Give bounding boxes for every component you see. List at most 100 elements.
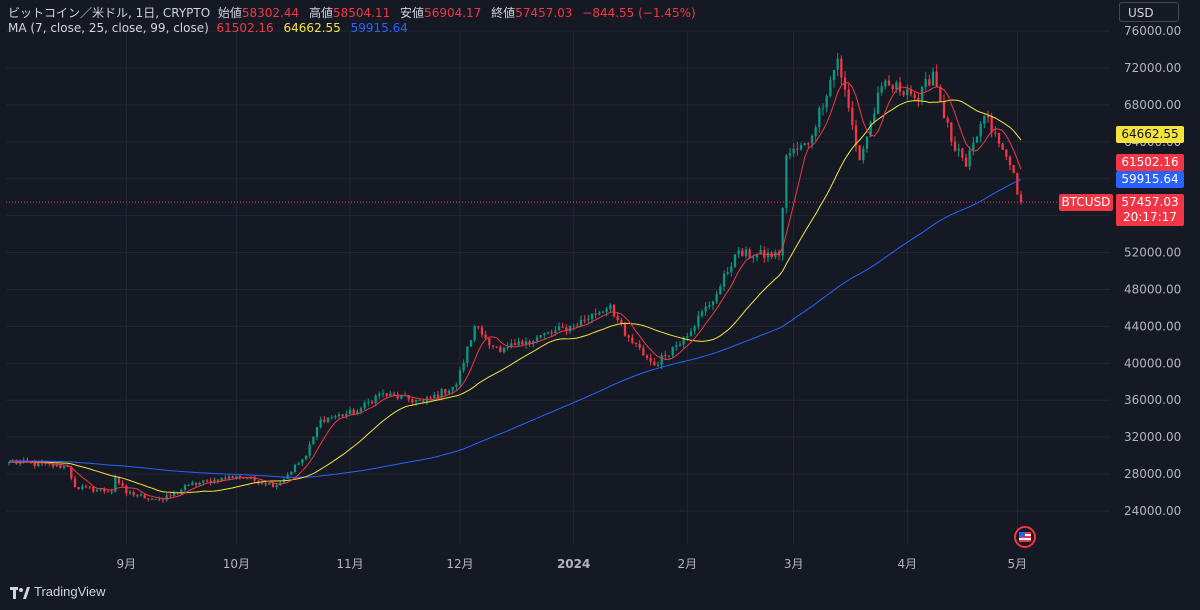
candle-body	[876, 92, 880, 114]
candle-body	[293, 464, 297, 473]
candle-body	[462, 362, 465, 371]
candle-body	[110, 491, 113, 493]
gridlines	[6, 30, 1110, 545]
candle-body	[682, 337, 685, 345]
candle-body	[271, 482, 275, 488]
candle-body	[363, 402, 366, 409]
candle-body	[543, 333, 546, 336]
x-tick-label: 11月	[336, 557, 363, 571]
candle-body	[154, 498, 157, 500]
candle-body	[946, 118, 949, 123]
y-tick-label: 72000.00	[1124, 61, 1181, 75]
candle-body	[810, 136, 814, 144]
candle-body	[429, 397, 432, 399]
high-label: 高値	[308, 6, 333, 20]
candle-body	[161, 499, 165, 501]
candle-body	[964, 157, 968, 167]
candle-body	[579, 319, 583, 327]
candle-body	[671, 346, 674, 356]
y-tick-label: 36000.00	[1124, 393, 1181, 407]
candle-body	[634, 342, 638, 344]
candle-body	[51, 463, 55, 467]
candle-body	[88, 486, 91, 488]
candle-body	[378, 393, 381, 396]
y-tick-label: 76000.00	[1124, 24, 1181, 38]
candle-body	[759, 249, 762, 254]
low-value: 56904.17	[424, 6, 482, 20]
candle-body	[352, 409, 355, 415]
candle-body	[891, 85, 894, 89]
candle-body	[865, 136, 869, 149]
candle-body	[924, 79, 927, 87]
candle-body	[590, 313, 594, 319]
candle-body	[484, 334, 487, 339]
candle-body	[565, 327, 568, 332]
candle-body	[939, 86, 942, 102]
candle-body	[414, 400, 418, 403]
candle-body	[697, 315, 700, 327]
candle-body	[312, 436, 315, 445]
candle-body	[238, 475, 242, 478]
ma7-price-tag: 61502.16	[1116, 154, 1184, 171]
candle-body	[396, 395, 399, 399]
candle-body	[506, 346, 509, 348]
us-flag-event-icon[interactable]	[1014, 526, 1036, 548]
price-axis[interactable]: 24000.00 28000.00 32000.00 36000.00 40000.00…	[1124, 24, 1181, 518]
candle-body	[557, 326, 561, 331]
candle-body	[356, 411, 359, 415]
candle-body	[902, 91, 905, 96]
candle-body	[913, 94, 916, 98]
candle-body	[260, 483, 264, 485]
low-label: 安値	[400, 6, 425, 20]
ma99-value: 59915.64	[350, 21, 408, 35]
candle-body	[290, 472, 293, 475]
bar-countdown-timer: 20:17:17	[1116, 209, 1184, 226]
candle-body	[990, 117, 993, 133]
ma-legend[interactable]: MA (7, close, 25, close, 99, close) 6150…	[8, 21, 408, 35]
candle-body	[752, 257, 755, 259]
candle-body	[796, 148, 799, 150]
time-axis[interactable]: 9月 10月 11月 12月 2024 2月 3月 4月 5月	[117, 557, 1028, 571]
candle-body	[345, 413, 348, 417]
currency-selector-button[interactable]: USD	[1119, 2, 1179, 22]
tradingview-brand[interactable]: TradingView	[10, 584, 106, 599]
y-tick-label: 68000.00	[1124, 98, 1181, 112]
candle-body	[473, 326, 476, 341]
candle-body	[627, 335, 630, 338]
candle-body	[942, 101, 946, 119]
candle-body	[587, 318, 590, 320]
candle-body	[502, 347, 506, 353]
candle-body	[29, 462, 33, 464]
x-tick-label: 4月	[898, 557, 918, 571]
candle-body	[935, 71, 938, 87]
candle-body	[444, 389, 447, 394]
candle-body	[836, 58, 839, 70]
candle-body	[884, 80, 887, 87]
candle-body	[906, 89, 909, 96]
candle-body	[686, 335, 689, 338]
close-label: 終値	[491, 6, 516, 20]
open-value: 58302.44	[241, 6, 300, 20]
candle-body	[741, 250, 744, 257]
candle-body	[737, 250, 740, 255]
candle-body	[308, 444, 311, 456]
candle-body	[480, 327, 484, 335]
candle-body	[169, 495, 172, 497]
brand-name: TradingView	[34, 584, 106, 599]
candle-body	[447, 390, 451, 394]
candle-body	[209, 480, 212, 484]
candle-body	[986, 115, 990, 118]
candle-body	[319, 419, 322, 428]
candle-body	[909, 89, 913, 95]
candle-body	[114, 476, 117, 492]
candle-body	[136, 495, 139, 497]
candle-body	[840, 58, 843, 78]
candle-body	[301, 459, 304, 464]
candle-body	[972, 142, 975, 151]
last-price-tag: 57457.03	[1116, 194, 1184, 211]
candle-body	[887, 80, 891, 86]
candle-body	[455, 384, 458, 387]
candle-body	[59, 464, 62, 468]
candle-body	[744, 249, 748, 257]
